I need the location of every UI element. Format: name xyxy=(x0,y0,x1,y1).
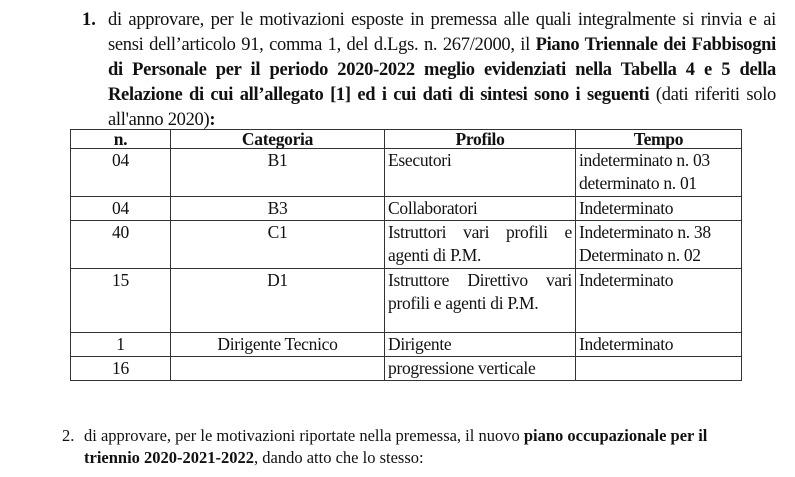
item-2-paragraph: 2. di approvare, per le motivazioni ripor… xyxy=(62,425,778,469)
tempo-line: Indeterminato xyxy=(579,198,674,218)
cell-tempo: Indeterminato xyxy=(575,332,742,357)
header-categoria: Categoria xyxy=(170,129,385,149)
cell-n: 40 xyxy=(70,220,171,269)
cell-categoria: B3 xyxy=(170,196,385,221)
header-profilo: Profilo xyxy=(384,129,576,149)
cell-categoria: C1 xyxy=(170,220,385,269)
text-segment: di approvare, per le motivazioni riporta… xyxy=(84,426,524,445)
cell-profilo: Istruttore Direttivo vari profili e agen… xyxy=(384,268,576,333)
item-2-number: 2. xyxy=(62,426,75,445)
cell-n: 04 xyxy=(70,148,171,197)
text-segment: di approvare, per le motivazioni esposte… xyxy=(108,10,776,55)
cell-profilo: Istruttori vari profili e agenti di P.M. xyxy=(384,220,576,269)
bold-segment: triennio 2020-2021-2022 xyxy=(84,448,255,467)
cell-categoria: D1 xyxy=(170,268,385,333)
cell-profilo: Collaboratori xyxy=(384,196,576,221)
staffing-table: n. Categoria Profilo Tempo 04 B1 Esecutori… xyxy=(70,129,742,381)
table-row: 15 D1 Istruttore Direttivo vari profili e … xyxy=(70,268,742,333)
cell-tempo: Indeterminato xyxy=(575,196,742,221)
cell-profilo: progressione verticale xyxy=(384,356,576,381)
tempo-line: determinato n. 01 xyxy=(579,173,697,193)
cell-profilo: Esecutori xyxy=(384,148,576,197)
cell-categoria xyxy=(170,356,385,381)
table-row: 40 C1 Istruttori vari profili e agenti di … xyxy=(70,220,742,269)
cell-profilo: Dirigente xyxy=(384,332,576,357)
cell-n: 1 xyxy=(70,332,171,357)
bold-segment: piano occupazionale per il xyxy=(523,426,708,445)
cell-n: 15 xyxy=(70,268,171,333)
bold-segment: : xyxy=(209,110,216,130)
table-header-row: n. Categoria Profilo Tempo xyxy=(70,129,742,149)
cell-tempo xyxy=(575,356,742,381)
cell-categoria: B1 xyxy=(170,148,385,197)
table-row: 16 progressione verticale xyxy=(70,356,742,381)
cell-n: 16 xyxy=(70,356,171,381)
tempo-line: Determinato n. 02 xyxy=(579,245,701,265)
header-tempo: Tempo xyxy=(575,129,742,149)
tempo-line: indeterminato n. 03 xyxy=(579,150,710,170)
text-segment: , dando atto che lo stesso: xyxy=(254,448,424,467)
tempo-line: Indeterminato n. 38 xyxy=(579,222,711,242)
cell-n: 04 xyxy=(70,196,171,221)
cell-tempo: Indeterminato xyxy=(575,268,742,333)
item-1-number: 1. xyxy=(82,10,96,30)
cell-categoria: Dirigente Tecnico xyxy=(170,332,385,357)
tempo-line: Indeterminato xyxy=(579,334,674,354)
item-1-paragraph: di approvare, per le motivazioni esposte… xyxy=(108,8,776,133)
text-segment: (dati riferiti solo all'anno 2020) xyxy=(108,85,776,130)
tempo-line: Indeterminato xyxy=(579,270,674,290)
bold-segment: Piano Triennale dei Fabbisogni di Person… xyxy=(108,35,776,105)
header-n: n. xyxy=(70,129,171,149)
table-row: 04 B1 Esecutori indeterminato n. 03 determin… xyxy=(70,148,742,197)
cell-tempo: Indeterminato n. 38 Determinato n. 02 xyxy=(575,220,742,269)
table-row: 04 B3 Collaboratori Indeterminato xyxy=(70,196,742,221)
table-row: 1 Dirigente Tecnico Dirigente Indeterminato xyxy=(70,332,742,357)
cell-tempo: indeterminato n. 03 determinato n. 01 xyxy=(575,148,742,197)
